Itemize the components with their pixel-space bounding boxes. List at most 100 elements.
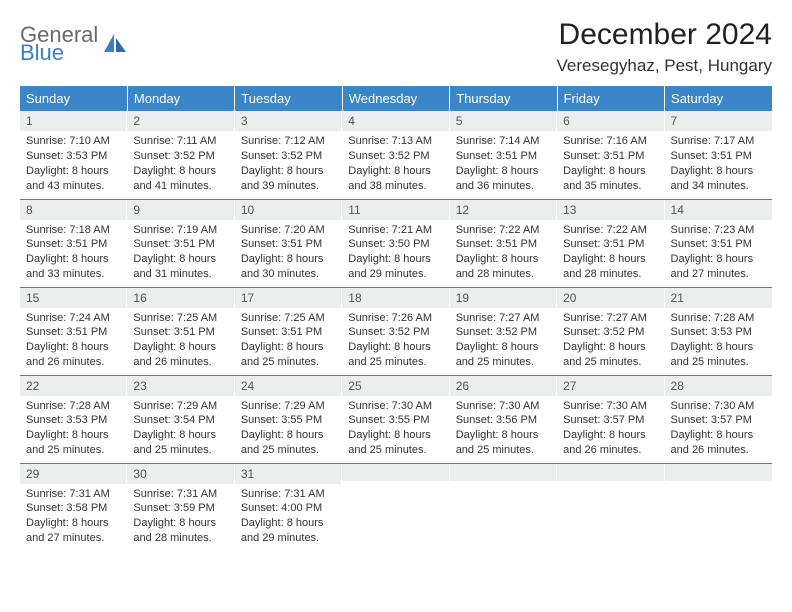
daylight-text: Daylight: 8 hours	[671, 428, 766, 443]
sunset-text: Sunset: 3:51 PM	[26, 237, 121, 252]
calendar-day-cell: 26Sunrise: 7:30 AMSunset: 3:56 PMDayligh…	[450, 375, 557, 463]
day-content: Sunrise: 7:11 AMSunset: 3:52 PMDaylight:…	[127, 131, 234, 197]
day-number: 13	[557, 200, 664, 220]
calendar-week-row: 8Sunrise: 7:18 AMSunset: 3:51 PMDaylight…	[20, 199, 772, 287]
sunrise-text: Sunrise: 7:12 AM	[241, 134, 336, 149]
calendar-week-row: 22Sunrise: 7:28 AMSunset: 3:53 PMDayligh…	[20, 375, 772, 463]
weekday-header: Sunday	[20, 86, 127, 111]
daylight-text: Daylight: 8 hours	[563, 164, 658, 179]
sunset-text: Sunset: 3:51 PM	[133, 237, 228, 252]
day-number: 10	[235, 200, 342, 220]
calendar-day-cell: 8Sunrise: 7:18 AMSunset: 3:51 PMDaylight…	[20, 199, 127, 287]
day-content: Sunrise: 7:25 AMSunset: 3:51 PMDaylight:…	[235, 308, 342, 374]
daylight-text: Daylight: 8 hours	[26, 516, 121, 531]
sunset-text: Sunset: 3:51 PM	[241, 237, 336, 252]
daylight-text: Daylight: 8 hours	[26, 340, 121, 355]
sunset-text: Sunset: 3:51 PM	[671, 149, 766, 164]
daylight-text: and 34 minutes.	[671, 179, 766, 194]
logo-word-bottom: Blue	[20, 42, 98, 64]
daylight-text: and 30 minutes.	[241, 267, 336, 282]
daylight-text: and 31 minutes.	[133, 267, 228, 282]
sunrise-text: Sunrise: 7:14 AM	[456, 134, 551, 149]
sunrise-text: Sunrise: 7:23 AM	[671, 223, 766, 238]
calendar-day-cell	[557, 463, 664, 551]
day-number: 24	[235, 376, 342, 396]
daylight-text: and 25 minutes.	[456, 443, 551, 458]
calendar-day-cell: 3Sunrise: 7:12 AMSunset: 3:52 PMDaylight…	[235, 111, 342, 199]
daylight-text: and 25 minutes.	[241, 355, 336, 370]
sunrise-text: Sunrise: 7:19 AM	[133, 223, 228, 238]
sunset-text: Sunset: 3:51 PM	[241, 325, 336, 340]
daylight-text: and 26 minutes.	[26, 355, 121, 370]
day-content: Sunrise: 7:28 AMSunset: 3:53 PMDaylight:…	[20, 396, 127, 462]
daylight-text: and 43 minutes.	[26, 179, 121, 194]
daylight-text: Daylight: 8 hours	[456, 164, 551, 179]
day-content: Sunrise: 7:24 AMSunset: 3:51 PMDaylight:…	[20, 308, 127, 374]
calendar-day-cell: 7Sunrise: 7:17 AMSunset: 3:51 PMDaylight…	[665, 111, 772, 199]
day-content: Sunrise: 7:13 AMSunset: 3:52 PMDaylight:…	[342, 131, 449, 197]
weekday-header: Wednesday	[342, 86, 449, 111]
sunset-text: Sunset: 3:52 PM	[133, 149, 228, 164]
sunset-text: Sunset: 3:52 PM	[241, 149, 336, 164]
logo-text: General Blue	[20, 24, 98, 64]
calendar-day-cell	[450, 463, 557, 551]
daylight-text: Daylight: 8 hours	[563, 252, 658, 267]
calendar-day-cell: 30Sunrise: 7:31 AMSunset: 3:59 PMDayligh…	[127, 463, 234, 551]
daylight-text: and 25 minutes.	[563, 355, 658, 370]
day-number: 6	[557, 111, 664, 131]
sunrise-text: Sunrise: 7:28 AM	[26, 399, 121, 414]
sunset-text: Sunset: 3:51 PM	[671, 237, 766, 252]
sunrise-text: Sunrise: 7:30 AM	[348, 399, 443, 414]
daylight-text: and 25 minutes.	[456, 355, 551, 370]
day-content: Sunrise: 7:21 AMSunset: 3:50 PMDaylight:…	[342, 220, 449, 286]
calendar-week-row: 29Sunrise: 7:31 AMSunset: 3:58 PMDayligh…	[20, 463, 772, 551]
sunrise-text: Sunrise: 7:25 AM	[133, 311, 228, 326]
day-number: 4	[342, 111, 449, 131]
sunset-text: Sunset: 3:52 PM	[348, 149, 443, 164]
day-content: Sunrise: 7:30 AMSunset: 3:55 PMDaylight:…	[342, 396, 449, 462]
sunrise-text: Sunrise: 7:30 AM	[456, 399, 551, 414]
day-content: Sunrise: 7:22 AMSunset: 3:51 PMDaylight:…	[557, 220, 664, 286]
daylight-text: and 26 minutes.	[133, 355, 228, 370]
weekday-header: Tuesday	[235, 86, 342, 111]
day-content: Sunrise: 7:14 AMSunset: 3:51 PMDaylight:…	[450, 131, 557, 197]
daylight-text: and 27 minutes.	[671, 267, 766, 282]
day-number: 1	[20, 111, 127, 131]
daylight-text: and 33 minutes.	[26, 267, 121, 282]
calendar-day-cell: 2Sunrise: 7:11 AMSunset: 3:52 PMDaylight…	[127, 111, 234, 199]
calendar-day-cell	[342, 463, 449, 551]
sunset-text: Sunset: 3:58 PM	[26, 501, 121, 516]
day-content: Sunrise: 7:27 AMSunset: 3:52 PMDaylight:…	[557, 308, 664, 374]
day-number: 18	[342, 288, 449, 308]
sunrise-text: Sunrise: 7:11 AM	[133, 134, 228, 149]
calendar-day-cell: 17Sunrise: 7:25 AMSunset: 3:51 PMDayligh…	[235, 287, 342, 375]
daylight-text: Daylight: 8 hours	[241, 252, 336, 267]
sunset-text: Sunset: 3:55 PM	[348, 413, 443, 428]
calendar-day-cell: 18Sunrise: 7:26 AMSunset: 3:52 PMDayligh…	[342, 287, 449, 375]
sunrise-text: Sunrise: 7:22 AM	[456, 223, 551, 238]
day-content: Sunrise: 7:31 AMSunset: 3:59 PMDaylight:…	[127, 484, 234, 550]
day-number: 22	[20, 376, 127, 396]
sunset-text: Sunset: 3:52 PM	[563, 325, 658, 340]
daylight-text: Daylight: 8 hours	[133, 340, 228, 355]
sunrise-text: Sunrise: 7:30 AM	[563, 399, 658, 414]
daylight-text: Daylight: 8 hours	[671, 252, 766, 267]
day-content: Sunrise: 7:29 AMSunset: 3:55 PMDaylight:…	[235, 396, 342, 462]
daylight-text: Daylight: 8 hours	[456, 428, 551, 443]
sunset-text: Sunset: 3:51 PM	[563, 149, 658, 164]
daylight-text: Daylight: 8 hours	[26, 252, 121, 267]
calendar-table: Sunday Monday Tuesday Wednesday Thursday…	[20, 86, 772, 551]
day-content: Sunrise: 7:27 AMSunset: 3:52 PMDaylight:…	[450, 308, 557, 374]
sunset-text: Sunset: 3:53 PM	[26, 413, 121, 428]
daylight-text: and 29 minutes.	[348, 267, 443, 282]
day-content: Sunrise: 7:19 AMSunset: 3:51 PMDaylight:…	[127, 220, 234, 286]
page-header: General Blue December 2024 Veresegyhaz, …	[20, 18, 772, 76]
daylight-text: and 29 minutes.	[241, 531, 336, 546]
month-title: December 2024	[557, 18, 772, 52]
sunrise-text: Sunrise: 7:31 AM	[26, 487, 121, 502]
day-content: Sunrise: 7:16 AMSunset: 3:51 PMDaylight:…	[557, 131, 664, 197]
day-number: 16	[127, 288, 234, 308]
calendar-day-cell: 28Sunrise: 7:30 AMSunset: 3:57 PMDayligh…	[665, 375, 772, 463]
sunrise-text: Sunrise: 7:24 AM	[26, 311, 121, 326]
day-content: Sunrise: 7:22 AMSunset: 3:51 PMDaylight:…	[450, 220, 557, 286]
